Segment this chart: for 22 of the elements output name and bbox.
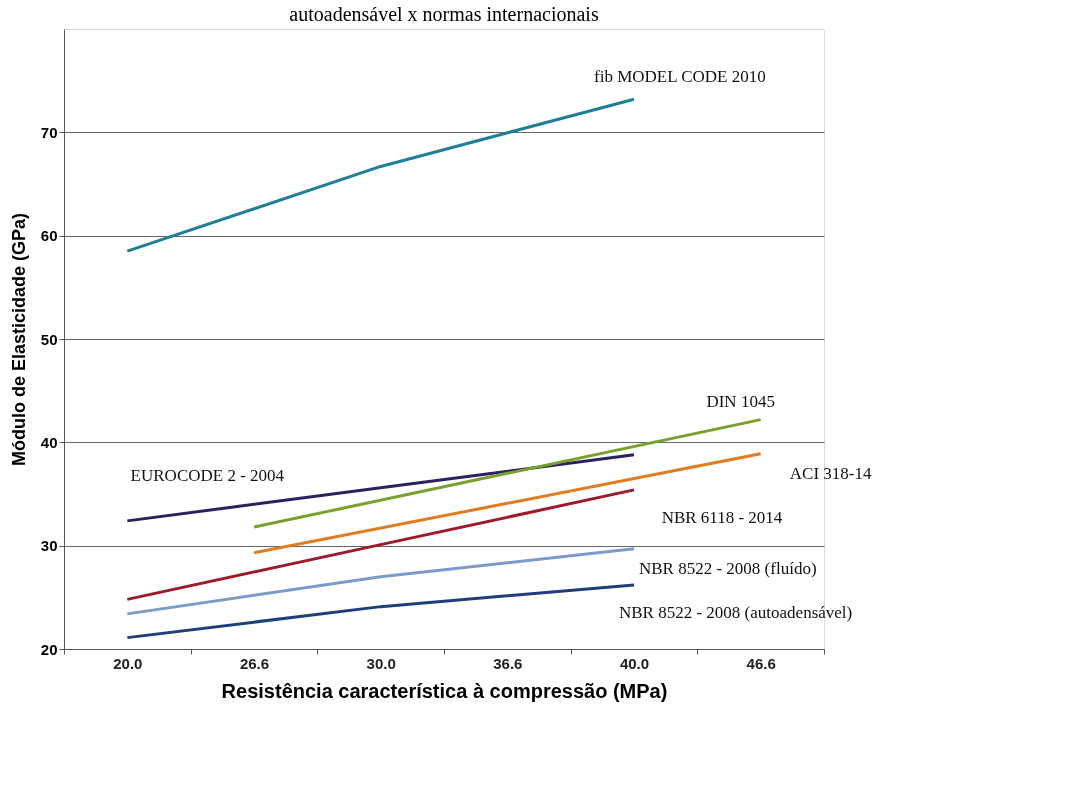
x-tick-label: 46.6 — [746, 654, 776, 672]
y-tick-label: 70 — [40, 123, 58, 141]
x-tick-label: 36.6 — [493, 654, 523, 672]
x-tick-label: 30.0 — [366, 654, 396, 672]
series-label: NBR 8522 - 2008 (fluído) — [639, 558, 817, 578]
series-label: ACI 318-14 — [789, 463, 872, 483]
x-tick-label: 26.6 — [239, 654, 270, 672]
x-axis-title: Resistência característica à compressão (MPa) — [221, 679, 668, 702]
y-tick-label: 40 — [40, 433, 58, 451]
chart-title: autoadensável x normas internacionais — [289, 3, 599, 25]
y-tick-label: 30 — [40, 537, 58, 555]
x-tick-label: 40.0 — [619, 654, 650, 672]
y-tick-label: 50 — [40, 330, 58, 348]
y-axis-title: Módulo de Elasticidade (GPa) — [8, 212, 29, 467]
series-label: NBR 6118 - 2014 — [661, 507, 783, 527]
series-label: DIN 1045 — [706, 391, 775, 411]
y-tick-label: 20 — [40, 640, 58, 658]
series-label: fib MODEL CODE 2010 — [594, 67, 766, 87]
series-label: NBR 8522 - 2008 (autoadensável) — [619, 602, 853, 622]
x-tick-label: 20.0 — [113, 654, 143, 672]
series-label: EUROCODE 2 - 2004 — [130, 465, 285, 485]
y-tick-label: 60 — [40, 227, 58, 245]
